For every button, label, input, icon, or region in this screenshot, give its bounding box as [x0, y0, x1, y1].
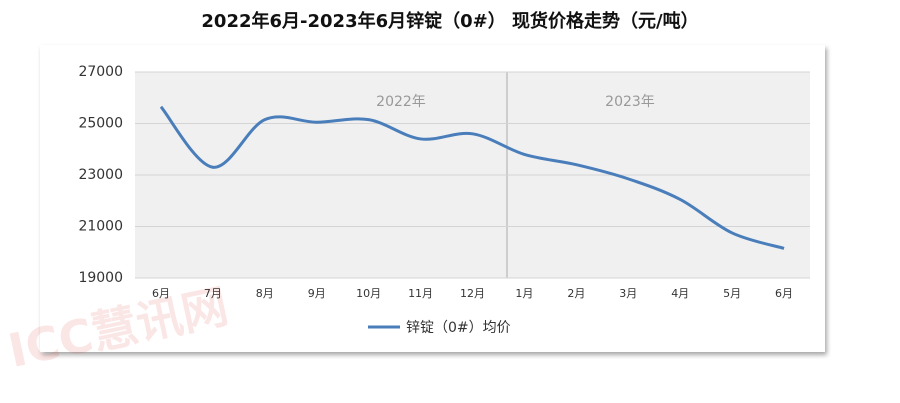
- x-tick-label: 3月: [619, 287, 637, 300]
- x-tick-label: 5月: [723, 287, 741, 300]
- y-tick-label: 19000: [78, 270, 123, 286]
- x-tick-label: 6月: [775, 287, 793, 300]
- legend-label: 锌锭（0#）均价: [406, 320, 511, 336]
- x-tick-label: 2月: [567, 287, 585, 300]
- x-tick-label: 10月: [356, 287, 381, 300]
- annotation: 2023年: [605, 94, 655, 110]
- x-tick-label: 8月: [256, 287, 274, 300]
- x-tick-label: 4月: [671, 287, 689, 300]
- series-line: [159, 105, 785, 250]
- x-tick-label: 11月: [408, 287, 433, 300]
- y-tick-label: 25000: [78, 116, 123, 132]
- x-tick-label: 6月: [152, 287, 170, 300]
- x-tick-label: 7月: [204, 287, 222, 300]
- y-tick-label: 21000: [78, 219, 123, 235]
- y-tick-label: 27000: [78, 64, 123, 80]
- y-tick-label: 23000: [78, 167, 123, 183]
- x-tick-label: 1月: [515, 287, 533, 300]
- annotation: 2022年: [376, 94, 426, 110]
- x-tick-label: 9月: [308, 287, 326, 300]
- x-tick-label: 12月: [460, 287, 485, 300]
- chart-title: 2022年6月-2023年6月锌锭（0#） 现货价格走势（元/吨）: [201, 10, 698, 32]
